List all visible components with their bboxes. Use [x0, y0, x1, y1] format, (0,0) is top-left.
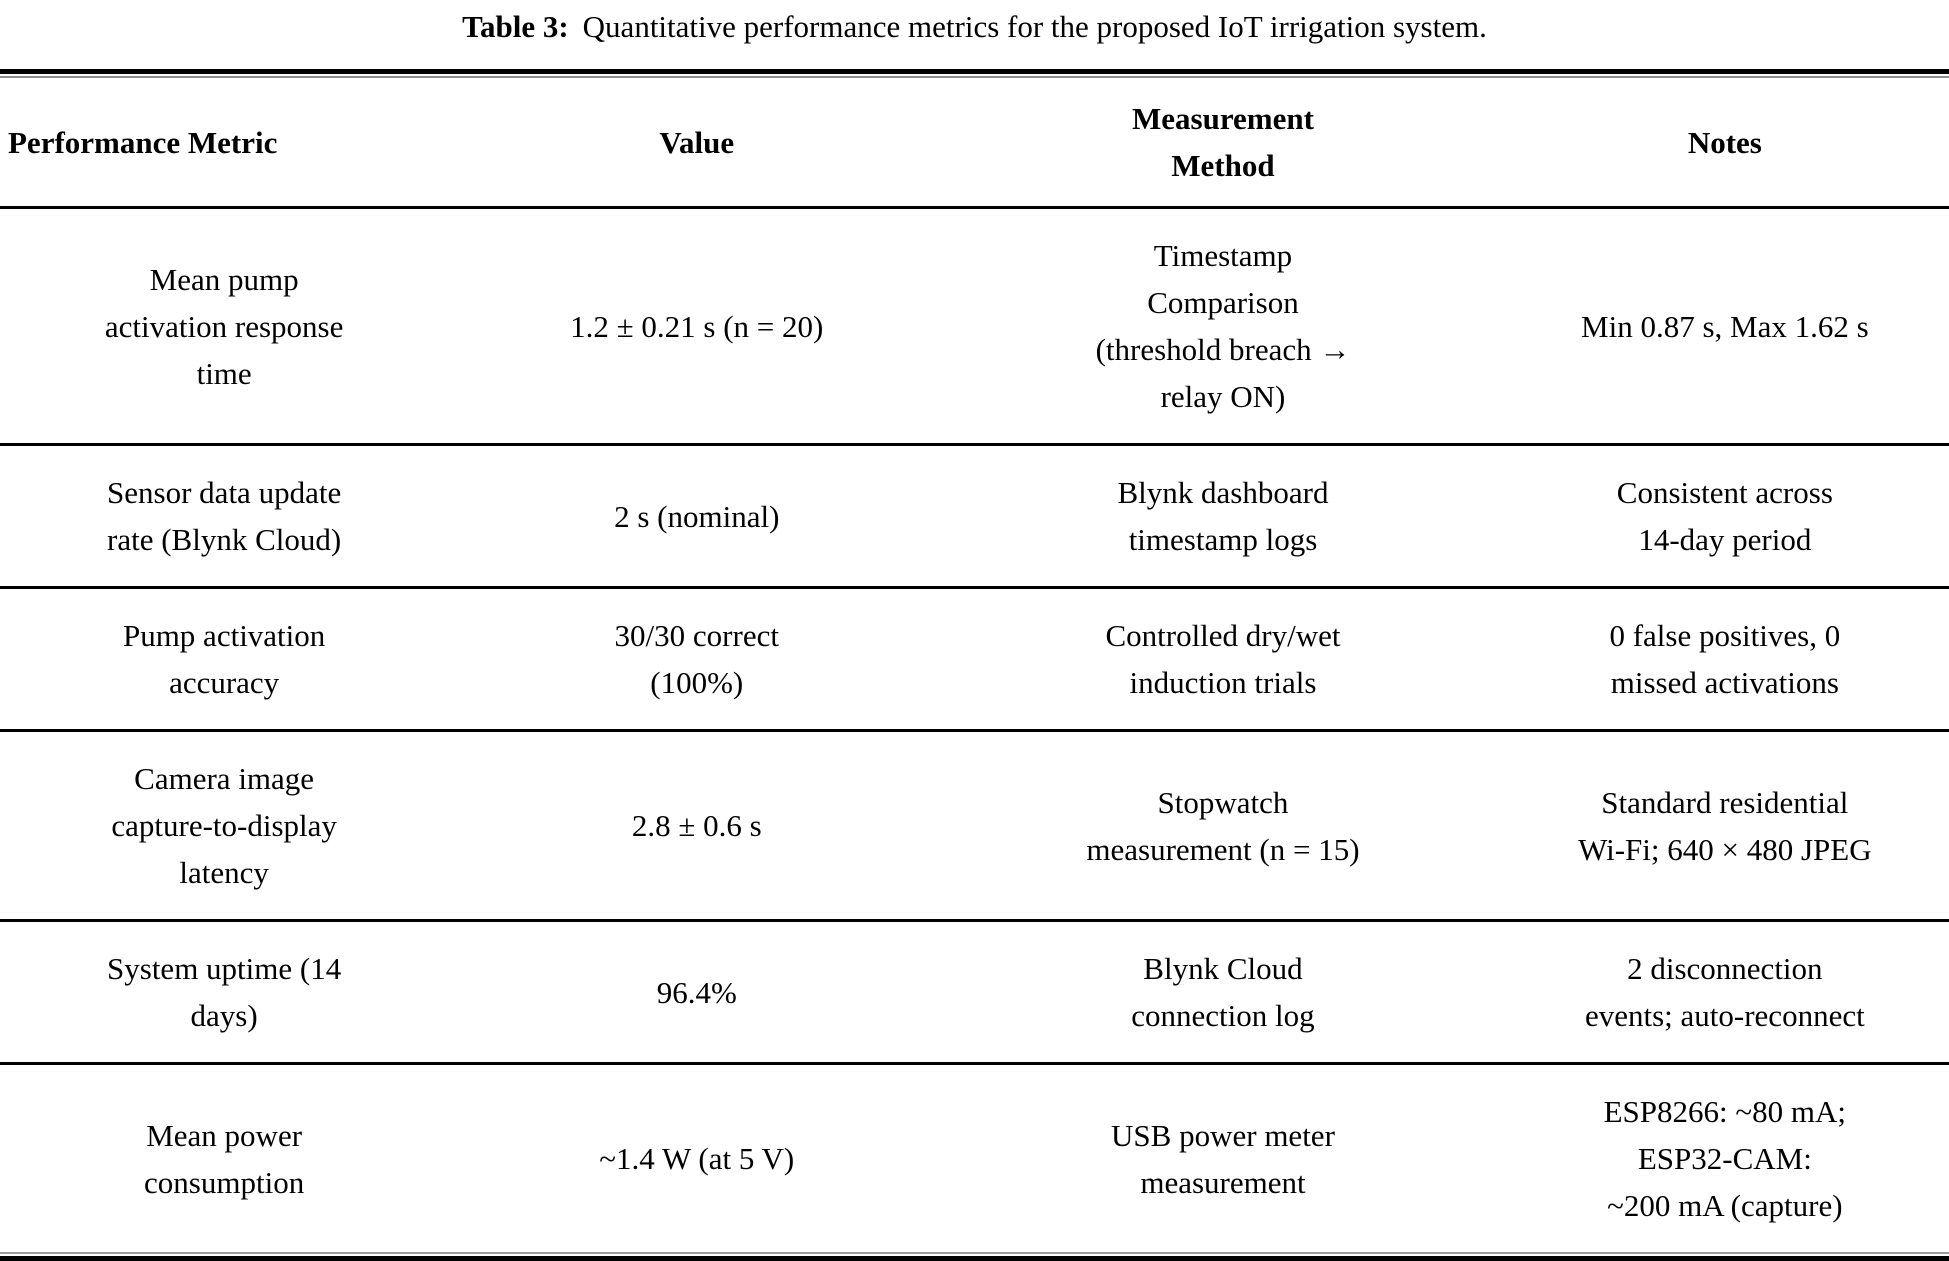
table-top-rule: [0, 69, 1949, 78]
cell-value: 96.4%: [656, 974, 737, 1010]
performance-metrics-table: Performance Metric Value Measurement Met…: [0, 69, 1949, 1261]
cell-metric: Pump activation accuracy: [122, 618, 326, 700]
table-row-camera-latency: Camera image capture-to-display latency …: [0, 732, 1949, 922]
table-row-pump-accuracy: Pump activation accuracy 30/30 correct (…: [0, 589, 1949, 732]
cell-method: USB power meter measurement: [1111, 1117, 1335, 1200]
table-row-power-consumption: Mean power consumption ~1.4 W (at 5 V) U…: [0, 1065, 1949, 1252]
cell-metric: System uptime (14 days): [107, 951, 342, 1033]
table-row-pump-response-time: Mean pump activation response time 1.2 ±…: [0, 209, 1949, 446]
cell-notes: Min 0.87 s, Max 1.62 s: [1581, 308, 1869, 344]
cell-metric: Mean pump activation response time: [104, 261, 344, 391]
table-caption: Table 3: Quantitative performance metrics…: [0, 0, 1949, 48]
col-header-value: Value: [659, 124, 735, 160]
table-header-row: Performance Metric Value Measurement Met…: [0, 78, 1949, 209]
cell-metric: Camera image capture-to-display latency: [111, 761, 337, 890]
cell-metric: Mean power consumption: [144, 1117, 305, 1200]
col-header-performance-metric: Performance Metric: [8, 124, 278, 160]
cell-method: Timestamp Comparison (threshold breach →…: [1095, 238, 1351, 414]
cell-value: 30/30 correct (100%): [614, 618, 779, 700]
cell-method: Stopwatch measurement (n = 15): [1086, 784, 1360, 867]
cell-value: 2.8 ± 0.6 s: [631, 808, 762, 843]
cell-notes: 0 false positives, 0 missed activations: [1609, 618, 1841, 700]
cell-notes: 2 disconnection events; auto-reconnect: [1584, 951, 1865, 1033]
table-caption-label: Table 3:: [462, 9, 569, 44]
cell-metric: Sensor data update rate (Blynk Cloud): [107, 475, 342, 557]
table-row-sensor-update-rate: Sensor data update rate (Blynk Cloud) 2 …: [0, 446, 1949, 589]
cell-value: 2 s (nominal): [614, 498, 780, 534]
cell-value: 1.2 ± 0.21 s (n = 20): [570, 308, 824, 344]
cell-method: Blynk dashboard timestamp logs: [1117, 475, 1329, 557]
cell-notes: Standard residential Wi-Fi; 640 × 480 JP…: [1578, 784, 1872, 867]
cell-method: Controlled dry/wet induction trials: [1105, 618, 1341, 700]
col-header-measurement-method: Measurement Method: [1132, 101, 1314, 183]
cell-method: Blynk Cloud connection log: [1131, 951, 1315, 1033]
cell-notes: ESP8266: ~80 mA; ESP32-CAM: ~200 mA (cap…: [1603, 1094, 1847, 1223]
table-caption-text: Quantitative performance metrics for the…: [582, 9, 1487, 44]
table-bottom-rule: [0, 1252, 1949, 1261]
cell-value: ~1.4 W (at 5 V): [599, 1141, 795, 1176]
cell-notes: Consistent across 14-day period: [1616, 475, 1833, 557]
table-row-system-uptime: System uptime (14 days) 96.4% Blynk Clou…: [0, 922, 1949, 1065]
col-header-notes: Notes: [1687, 124, 1762, 160]
